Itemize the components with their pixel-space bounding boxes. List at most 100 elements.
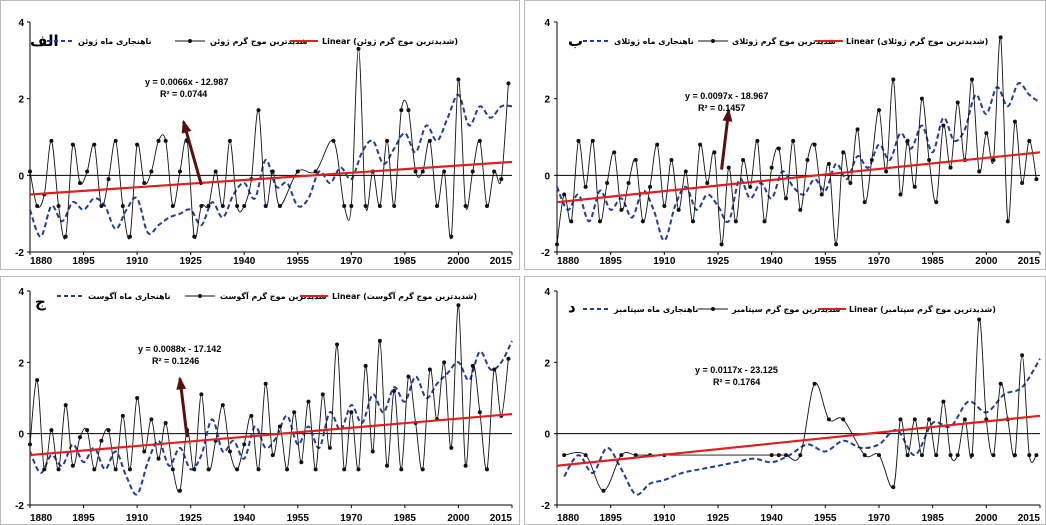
heatwave-point <box>970 77 975 82</box>
heatwave-point <box>449 234 454 239</box>
heatwave-point <box>676 207 681 212</box>
x-tick-label: 1880 <box>557 256 580 267</box>
heatwave-point <box>733 219 738 224</box>
heatwave-point <box>85 169 90 174</box>
heatwave-point <box>127 467 132 472</box>
heatwave-point <box>256 467 261 472</box>
panel-label: الف <box>30 32 59 50</box>
heatwave-point <box>834 242 839 247</box>
annotation-arrowhead <box>722 108 733 122</box>
legend: ناهنجاری ماه سپتامبر شدیدترین موج گرم سپ… <box>583 304 996 314</box>
heatwave-point <box>841 150 846 155</box>
heatwave-point <box>349 410 354 415</box>
heatwave-point <box>912 184 917 189</box>
heatwave-point <box>597 219 602 224</box>
heatwave-point <box>227 138 232 143</box>
heatwave-point <box>1012 453 1017 458</box>
heatwave-point <box>413 169 418 174</box>
heatwave-point <box>199 204 204 208</box>
heatwave-point <box>605 181 610 185</box>
heatwave-point <box>485 204 490 208</box>
y-tick-label: 2 <box>18 358 24 369</box>
heatwave-point <box>619 207 624 212</box>
y-tick-label: 2 <box>18 95 24 106</box>
heatwave-point <box>106 428 111 433</box>
x-tick-label: 1955 <box>287 256 310 267</box>
heatwave-point <box>927 417 932 422</box>
trend-r-squared: R² = 0.0744 <box>160 89 207 99</box>
x-tick-label: 1970 <box>340 513 363 524</box>
heatwave-point <box>998 381 1003 386</box>
heatwave-point <box>898 192 903 197</box>
heatwave-point <box>962 417 967 422</box>
annotation-arrowhead <box>176 376 187 390</box>
heatwave-point <box>28 442 32 447</box>
heatwave-point <box>163 138 168 143</box>
heatwave-point <box>227 449 232 454</box>
heatwave-point <box>120 413 125 418</box>
heatwave-point <box>120 204 125 208</box>
legend-anomaly: ناهنجاری ماه ژوئن <box>78 37 152 46</box>
legend-linear: Linear (شدیدترین موج گرم ژوئن) <box>322 36 458 46</box>
heatwave-point <box>135 142 140 147</box>
heatwave-point <box>427 138 432 143</box>
heatwave-point <box>256 108 261 113</box>
heatwave-point <box>934 200 939 205</box>
anomaly-line <box>556 82 1041 242</box>
heatwave-point <box>363 363 368 368</box>
heatwave-point <box>435 204 440 208</box>
x-tick-label: 1925 <box>180 256 203 267</box>
x-tick-label: 1985 <box>922 256 945 267</box>
heatwave-point <box>42 467 47 472</box>
heatwave-point <box>156 456 161 461</box>
heatwave-point <box>819 192 824 197</box>
heatwave-point <box>463 204 468 208</box>
heatwave-point <box>862 453 867 458</box>
heatwave-point <box>1020 353 1025 358</box>
heatwave-point <box>891 77 896 82</box>
anomaly-line <box>29 340 513 496</box>
legend-linear: Linear (شدیدترین موج گرم ژوئلای) <box>846 36 988 46</box>
heatwave-point <box>370 449 375 454</box>
heatwave-point <box>855 127 860 132</box>
heatwave-point <box>748 184 753 189</box>
x-tick-label: 2000 <box>975 513 998 524</box>
heatwave-line <box>29 304 509 493</box>
heatwave-point <box>56 467 61 472</box>
heatwave-point <box>170 204 175 208</box>
heatwave-point <box>249 413 254 418</box>
heatwave-point <box>812 381 817 386</box>
x-tick-label: 2015 <box>1018 513 1041 524</box>
heatwave-point <box>449 445 454 450</box>
x-tick-label: 2000 <box>975 256 998 267</box>
heatwave-point <box>877 108 881 113</box>
heatwave-point <box>70 142 75 147</box>
heatwave-point <box>955 100 960 105</box>
heatwave-point <box>477 410 482 415</box>
heatwave-point <box>420 169 425 174</box>
heatwave-point <box>349 204 354 208</box>
panel-september: 4 2 0 -2 1880 1895 1910 1925 1940 1955 1970 1985 200… <box>524 276 1046 525</box>
heatwave-point <box>919 453 924 458</box>
heatwave-point <box>270 453 275 458</box>
x-tick-label: 1970 <box>868 256 891 267</box>
x-tick-label: 1985 <box>394 256 417 267</box>
heatwave-point <box>356 467 361 472</box>
heatwave-point <box>970 453 975 458</box>
heatwave-point <box>912 417 917 422</box>
heatwave-point <box>406 374 411 379</box>
y-tick-label: 0 <box>18 171 24 182</box>
heatwave-point <box>898 417 903 422</box>
heatwave-point <box>213 169 218 174</box>
legend-anomaly: ناهنجاری ماه آگوست <box>88 291 171 301</box>
trend-r-squared: R² = 0.1764 <box>713 377 760 387</box>
heatwave-point <box>726 165 731 170</box>
heatwave-point <box>805 158 810 162</box>
heatwave-point <box>313 169 318 174</box>
heatwave-point <box>977 317 982 322</box>
legend: ناهنجاری ماه آگوست شدیدترین موج گرم آگوس… <box>57 291 477 301</box>
x-tick-label: 1985 <box>922 513 945 524</box>
heatwave-point <box>998 35 1003 40</box>
heatwave-point <box>991 453 996 458</box>
